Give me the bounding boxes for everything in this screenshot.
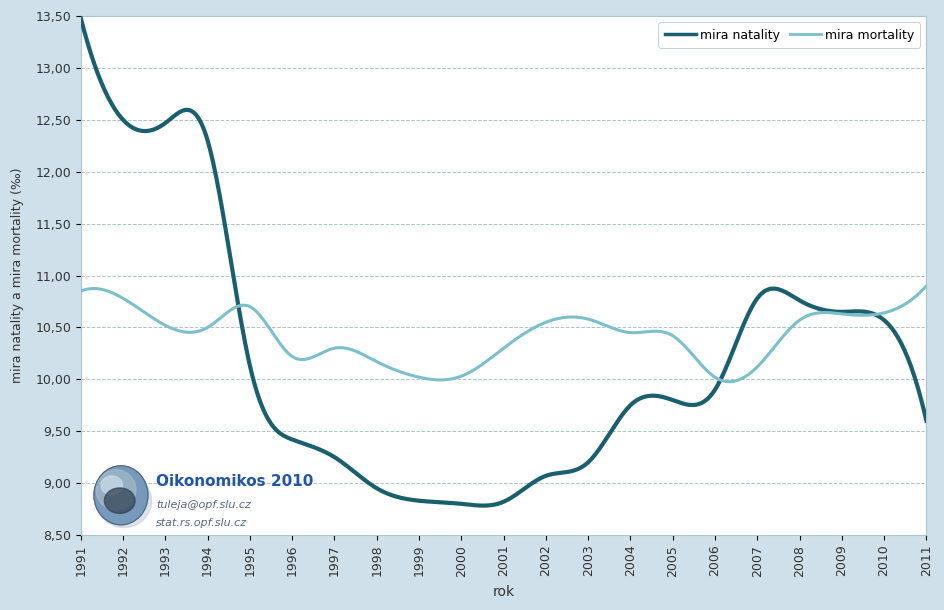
Text: Oikonomikos 2010: Oikonomikos 2010 — [157, 473, 313, 489]
Ellipse shape — [96, 474, 152, 528]
mira mortality — [902, 299, 914, 306]
mira natality — [477, 502, 488, 509]
mira natality — [76, 15, 87, 22]
mira natality — [902, 354, 914, 362]
mira mortality — [770, 342, 782, 349]
mira mortality — [920, 282, 932, 290]
mira natality — [534, 475, 546, 482]
mira natality — [483, 501, 495, 509]
mira mortality — [579, 315, 590, 322]
X-axis label: rok: rok — [493, 585, 514, 599]
mira natality — [920, 417, 932, 425]
Ellipse shape — [94, 466, 148, 525]
mira natality — [479, 502, 490, 509]
mira mortality — [477, 361, 488, 368]
mira natality — [581, 461, 592, 468]
mira mortality — [532, 322, 544, 329]
Ellipse shape — [96, 470, 136, 510]
Line: mira mortality: mira mortality — [81, 286, 926, 382]
mira mortality — [76, 287, 87, 295]
Text: stat.rs.opf.slu.cz: stat.rs.opf.slu.cz — [157, 517, 247, 528]
Text: tuleja@opf.slu.cz: tuleja@opf.slu.cz — [157, 500, 251, 510]
Ellipse shape — [105, 488, 135, 514]
Legend: mira natality, mira mortality: mira natality, mira mortality — [658, 23, 920, 48]
mira natality — [770, 285, 782, 292]
mira mortality — [481, 357, 493, 364]
mira mortality — [724, 378, 735, 386]
Y-axis label: mira natality a mira mortality (‰): mira natality a mira mortality (‰) — [11, 168, 25, 383]
Ellipse shape — [101, 476, 123, 495]
Line: mira natality: mira natality — [81, 18, 926, 506]
